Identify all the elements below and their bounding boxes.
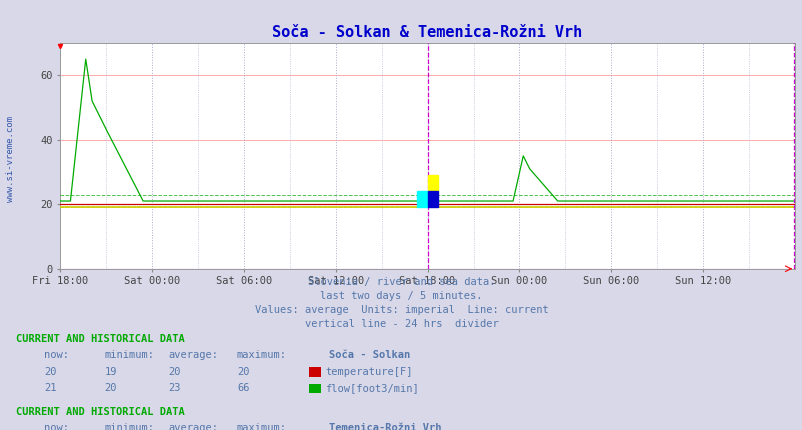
- Text: average:: average:: [168, 350, 218, 360]
- Text: last two days / 5 minutes.: last two days / 5 minutes.: [320, 291, 482, 301]
- Text: 19: 19: [104, 366, 117, 377]
- Text: Temenica-Rožni Vrh: Temenica-Rožni Vrh: [329, 423, 441, 430]
- Text: 20: 20: [44, 366, 57, 377]
- Text: 21: 21: [44, 383, 57, 393]
- Text: average:: average:: [168, 423, 218, 430]
- Text: Soča - Solkan: Soča - Solkan: [329, 350, 410, 360]
- Text: Slovenia / river and sea data.: Slovenia / river and sea data.: [307, 277, 495, 287]
- Text: now:: now:: [44, 423, 69, 430]
- Text: www.si-vreme.com: www.si-vreme.com: [6, 116, 15, 202]
- Text: vertical line - 24 hrs  divider: vertical line - 24 hrs divider: [304, 319, 498, 329]
- Text: flow[foot3/min]: flow[foot3/min]: [325, 383, 419, 393]
- Text: Values: average  Units: imperial  Line: current: Values: average Units: imperial Line: cu…: [254, 305, 548, 315]
- Text: temperature[F]: temperature[F]: [325, 366, 412, 377]
- Bar: [427, 175, 437, 191]
- Bar: [427, 191, 437, 208]
- Text: maximum:: maximum:: [237, 350, 286, 360]
- Text: 20: 20: [104, 383, 117, 393]
- Text: 20: 20: [237, 366, 249, 377]
- Bar: [417, 191, 427, 208]
- Text: minimum:: minimum:: [104, 350, 154, 360]
- Text: 23: 23: [168, 383, 181, 393]
- Text: maximum:: maximum:: [237, 423, 286, 430]
- Text: CURRENT AND HISTORICAL DATA: CURRENT AND HISTORICAL DATA: [16, 406, 184, 417]
- Text: 66: 66: [237, 383, 249, 393]
- Text: CURRENT AND HISTORICAL DATA: CURRENT AND HISTORICAL DATA: [16, 334, 184, 344]
- Text: 20: 20: [168, 366, 181, 377]
- Text: minimum:: minimum:: [104, 423, 154, 430]
- Text: now:: now:: [44, 350, 69, 360]
- Title: Soča - Solkan & Temenica-Rožni Vrh: Soča - Solkan & Temenica-Rožni Vrh: [272, 25, 582, 40]
